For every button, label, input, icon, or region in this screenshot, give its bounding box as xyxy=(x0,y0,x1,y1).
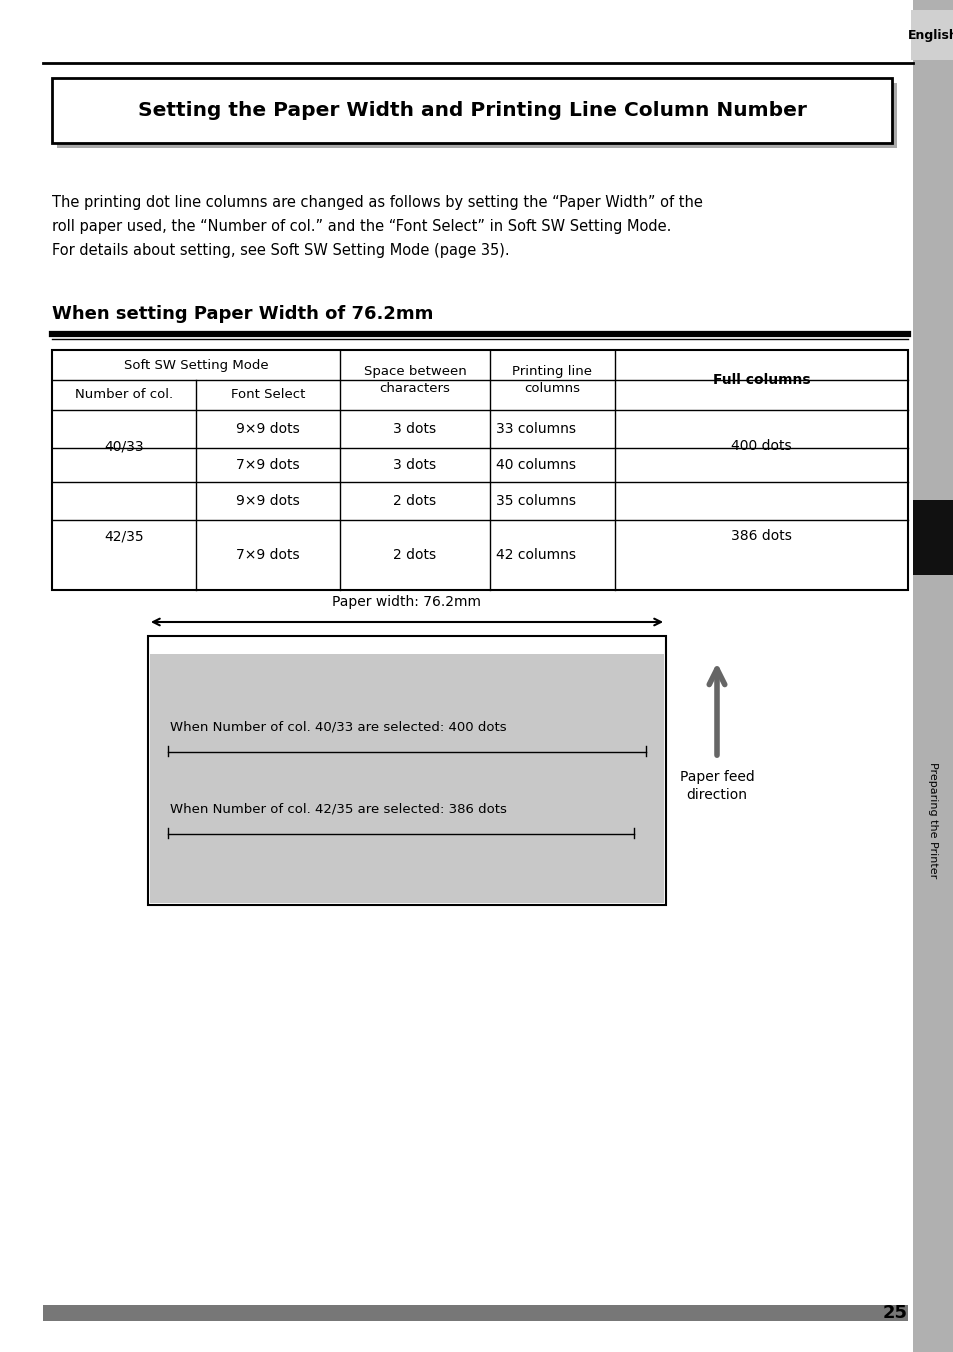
Text: When Number of col. 42/35 are selected: 386 dots: When Number of col. 42/35 are selected: … xyxy=(170,802,506,815)
Bar xyxy=(912,0,953,1352)
Text: 25: 25 xyxy=(882,1303,907,1322)
Text: 2 dots: 2 dots xyxy=(393,493,436,508)
Bar xyxy=(150,654,663,903)
Text: 7×9 dots: 7×9 dots xyxy=(236,548,299,562)
Text: Setting the Paper Width and Printing Line Column Number: Setting the Paper Width and Printing Lin… xyxy=(137,101,805,120)
Bar xyxy=(52,78,891,143)
Text: 42/35: 42/35 xyxy=(104,529,144,544)
Text: 40/33: 40/33 xyxy=(104,439,144,453)
Text: The printing dot line columns are changed as follows by setting the “Paper Width: The printing dot line columns are change… xyxy=(52,195,702,210)
Text: 42 columns: 42 columns xyxy=(496,548,576,562)
Text: When setting Paper Width of 76.2mm: When setting Paper Width of 76.2mm xyxy=(52,306,433,323)
Text: Number of col.: Number of col. xyxy=(75,388,172,402)
Text: Printing line
columns: Printing line columns xyxy=(512,365,592,395)
Bar xyxy=(910,9,953,59)
Text: Soft SW Setting Mode: Soft SW Setting Mode xyxy=(124,358,268,372)
Bar xyxy=(57,82,896,147)
Text: Font Select: Font Select xyxy=(231,388,305,402)
Text: 386 dots: 386 dots xyxy=(730,529,791,544)
Text: 33 columns: 33 columns xyxy=(496,422,576,435)
Text: 9×9 dots: 9×9 dots xyxy=(236,422,299,435)
Text: 3 dots: 3 dots xyxy=(393,458,436,472)
Text: 35 columns: 35 columns xyxy=(496,493,576,508)
Bar xyxy=(43,1305,907,1321)
Text: roll paper used, the “Number of col.” and the “Font Select” in Soft SW Setting M: roll paper used, the “Number of col.” an… xyxy=(52,219,671,234)
Text: 7×9 dots: 7×9 dots xyxy=(236,458,299,472)
Text: 2 dots: 2 dots xyxy=(393,548,436,562)
Bar xyxy=(52,350,907,589)
Text: Paper feed
direction: Paper feed direction xyxy=(679,771,754,802)
Text: Full columns: Full columns xyxy=(712,373,809,387)
Text: Paper width: 76.2mm: Paper width: 76.2mm xyxy=(333,595,481,608)
Text: 3 dots: 3 dots xyxy=(393,422,436,435)
Text: For details about setting, see Soft SW Setting Mode (page 35).: For details about setting, see Soft SW S… xyxy=(52,243,509,258)
Text: 9×9 dots: 9×9 dots xyxy=(236,493,299,508)
Bar xyxy=(912,500,953,575)
Text: When Number of col. 40/33 are selected: 400 dots: When Number of col. 40/33 are selected: … xyxy=(170,721,506,733)
Text: Space between
characters: Space between characters xyxy=(363,365,466,395)
Text: English: English xyxy=(907,28,953,42)
Text: Preparing the Printer: Preparing the Printer xyxy=(927,763,938,879)
Bar xyxy=(148,635,665,904)
Text: 40 columns: 40 columns xyxy=(496,458,576,472)
Text: 400 dots: 400 dots xyxy=(730,439,791,453)
